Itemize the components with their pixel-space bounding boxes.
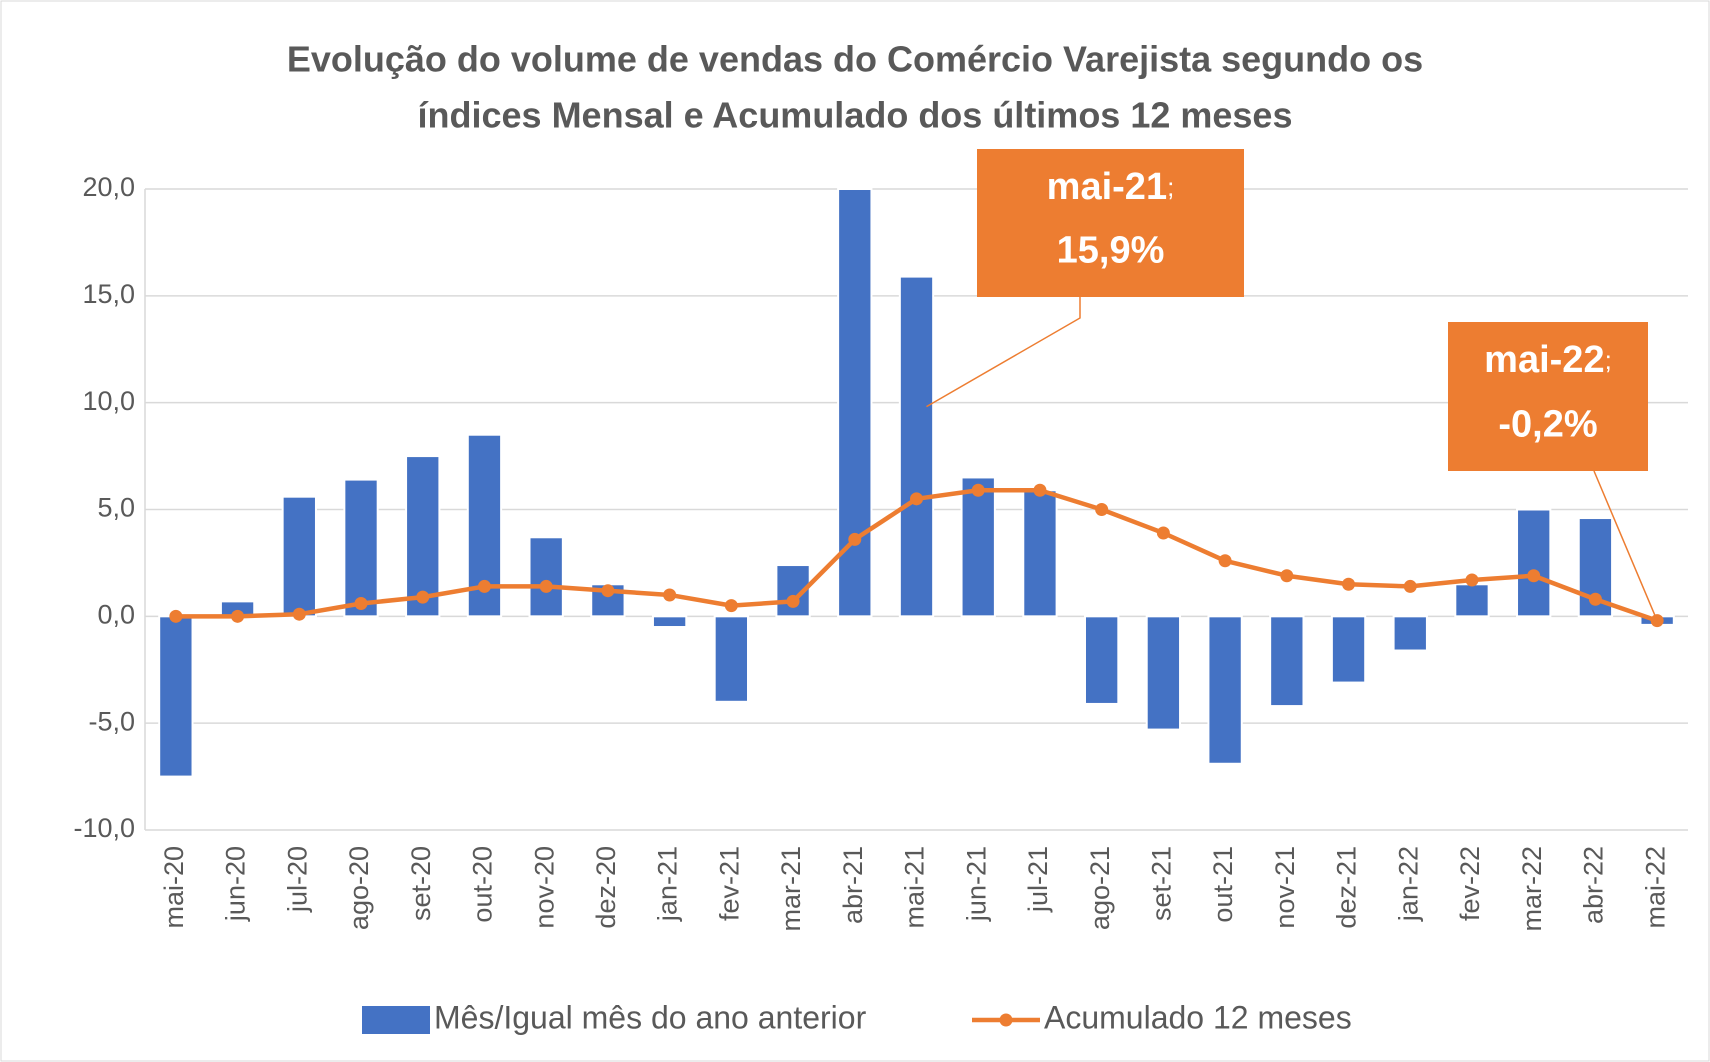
annotation-box [977, 149, 1244, 297]
line-marker [1218, 554, 1232, 568]
line-marker [539, 579, 553, 593]
line-marker [786, 594, 800, 608]
x-tick-label: mar-21 [776, 846, 806, 932]
bar [1269, 615, 1305, 708]
bar [158, 615, 194, 778]
annotation-separator: ; [1605, 345, 1612, 375]
line-marker [848, 532, 862, 546]
annotation-leader [1593, 470, 1658, 621]
y-tick-label: 10,0 [82, 386, 135, 416]
line-marker [477, 579, 491, 593]
x-tick-label: dez-20 [591, 846, 621, 929]
x-tick-label: mar-22 [1517, 846, 1547, 932]
line-marker [354, 597, 368, 611]
x-tick-label: out-20 [468, 846, 498, 923]
y-tick-label: 20,0 [82, 172, 135, 202]
legend-swatch-marker [999, 1013, 1013, 1027]
y-tick-label: 5,0 [97, 493, 135, 523]
bar [1022, 489, 1058, 618]
bar [651, 615, 688, 629]
annotation-category: mai-21 [1047, 166, 1167, 208]
bar [713, 615, 750, 703]
line-marker [231, 609, 245, 623]
annotation-box [1448, 322, 1648, 471]
bar [343, 478, 379, 618]
y-tick-label: 0,0 [97, 599, 135, 629]
line-marker [1465, 573, 1479, 587]
chart-title: Evolução do volume de vendas do Comércio… [287, 39, 1423, 80]
bar [528, 536, 564, 618]
bar [281, 495, 317, 618]
x-tick-label: jun-20 [221, 846, 251, 922]
annotation-leader [926, 297, 1081, 408]
x-tick-label: nov-21 [1270, 846, 1300, 929]
bar [1207, 615, 1243, 765]
x-tick-label: out-21 [1208, 846, 1238, 923]
x-tick-label: abr-21 [838, 846, 868, 924]
annotation-text: mai-21; [1047, 166, 1175, 208]
x-tick-label: mai-20 [159, 846, 189, 929]
x-tick-label: ago-21 [1085, 846, 1115, 930]
line-marker [1527, 569, 1541, 583]
annotation-text: mai-22; [1484, 339, 1612, 381]
x-tick-label: set-20 [406, 846, 436, 921]
line-marker [1280, 569, 1294, 583]
line-marker [1095, 503, 1109, 516]
line-marker [1342, 577, 1356, 591]
x-tick-label: jan-22 [1393, 846, 1423, 922]
x-tick-label: ago-20 [344, 846, 374, 930]
y-tick-label: -5,0 [88, 706, 135, 736]
bar [1145, 615, 1182, 731]
x-tick-label: set-21 [1147, 846, 1177, 921]
bar [1083, 615, 1120, 705]
y-tick-label: 15,0 [82, 279, 135, 309]
bar [960, 476, 996, 618]
chart-title: índices Mensal e Acumulado dos últimos 1… [418, 95, 1293, 136]
line-marker [169, 609, 183, 623]
legend-label: Acumulado 12 meses [1044, 999, 1352, 1035]
line-marker [416, 590, 430, 604]
line-marker [292, 607, 306, 621]
bar [898, 275, 935, 618]
annotation-category: mai-22 [1484, 339, 1604, 381]
annotation-separator: ; [1167, 172, 1174, 202]
x-tick-label: mai-22 [1640, 846, 1670, 929]
line-marker [1588, 592, 1602, 606]
line-marker [971, 483, 985, 497]
line-marker [1403, 579, 1417, 593]
x-tick-label: nov-20 [529, 846, 559, 929]
x-tick-label: fev-21 [714, 846, 744, 921]
x-tick-label: jan-21 [653, 846, 683, 922]
bar [1330, 615, 1367, 684]
line-marker [910, 492, 923, 506]
legend-label: Mês/Igual mês do ano anterior [434, 999, 867, 1035]
line-marker [663, 588, 677, 602]
line-marker [1156, 526, 1170, 540]
x-tick-label: mai-21 [900, 846, 930, 929]
annotation-value: -0,2% [1498, 403, 1597, 445]
x-tick-label: jul-21 [1023, 846, 1053, 913]
bar [1516, 508, 1552, 618]
bar [1454, 583, 1490, 618]
bar [1392, 615, 1428, 652]
line-marker [724, 599, 738, 613]
line-marker [601, 584, 615, 598]
legend-swatch [362, 1006, 430, 1034]
bar [405, 455, 441, 618]
x-tick-label: jun-21 [961, 846, 991, 922]
y-tick-label: -10,0 [73, 813, 135, 843]
x-tick-label: dez-21 [1332, 846, 1362, 929]
line-marker [1033, 483, 1047, 497]
x-tick-label: abr-22 [1579, 846, 1609, 924]
x-tick-label: jul-20 [282, 846, 312, 913]
annotation-value: 15,9% [1057, 230, 1165, 272]
x-tick-label: fev-22 [1455, 846, 1485, 921]
